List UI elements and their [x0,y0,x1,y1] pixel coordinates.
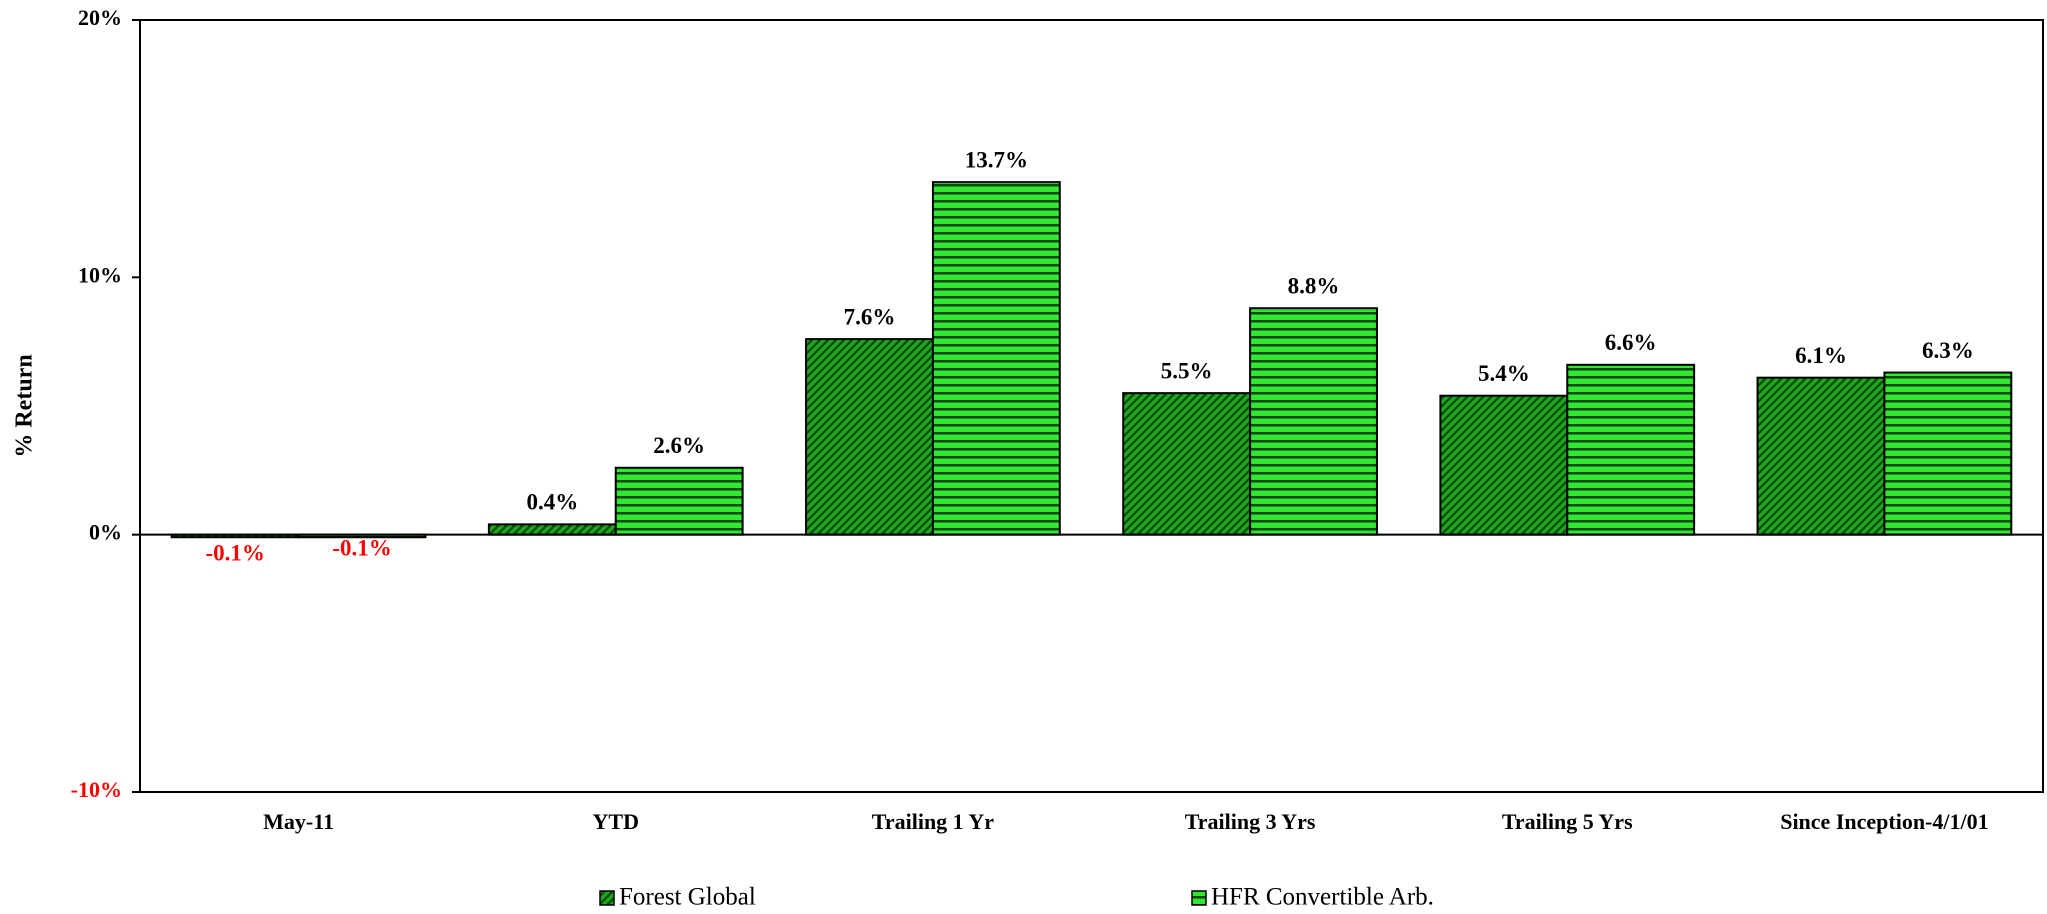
value-label: 2.6% [653,433,705,458]
value-label: -0.1% [205,541,264,566]
bar [1566,363,1696,536]
y-tick-label: 0% [89,520,122,545]
plot-frame [139,19,2044,793]
y-tick-label: 20% [78,5,122,30]
value-label: -0.1% [332,536,391,561]
x-tick-label: YTD [593,809,639,834]
bar [1883,371,2013,536]
x-tick-label: Trailing 1 Yr [872,809,994,834]
y-tick-label: 10% [78,262,122,287]
value-label: 8.8% [1288,273,1340,298]
value-label: 6.3% [1922,338,1974,363]
bar [805,338,934,536]
legend-label: HFR Convertible Arb. [1211,884,1434,911]
value-label: 6.6% [1605,330,1657,355]
value-label: 0.4% [526,490,578,515]
x-tick-label: Trailing 3 Yrs [1185,809,1316,834]
x-tick-label: May-11 [263,809,334,834]
value-label: 6.1% [1795,343,1847,368]
bar [931,181,1061,536]
value-label: 5.5% [1161,358,1213,383]
legend-label: Forest Global [619,884,756,911]
bar [1122,392,1252,536]
value-label: 5.4% [1478,361,1530,386]
bar [1249,307,1378,536]
bar [1439,394,1569,536]
bar [1756,376,1886,536]
x-tick-label: Since Inception-4/1/01 [1780,809,1988,834]
x-tick-label: Trailing 5 Yrs [1502,809,1633,834]
value-label: 7.6% [844,304,896,329]
y-tick-label: -10% [71,777,122,802]
legend-swatch [1191,890,1207,906]
value-label: 13.7% [965,147,1028,172]
bar [614,466,744,536]
y-axis-label: % Return [12,354,38,457]
bar [487,523,617,536]
legend-swatch [599,890,615,906]
